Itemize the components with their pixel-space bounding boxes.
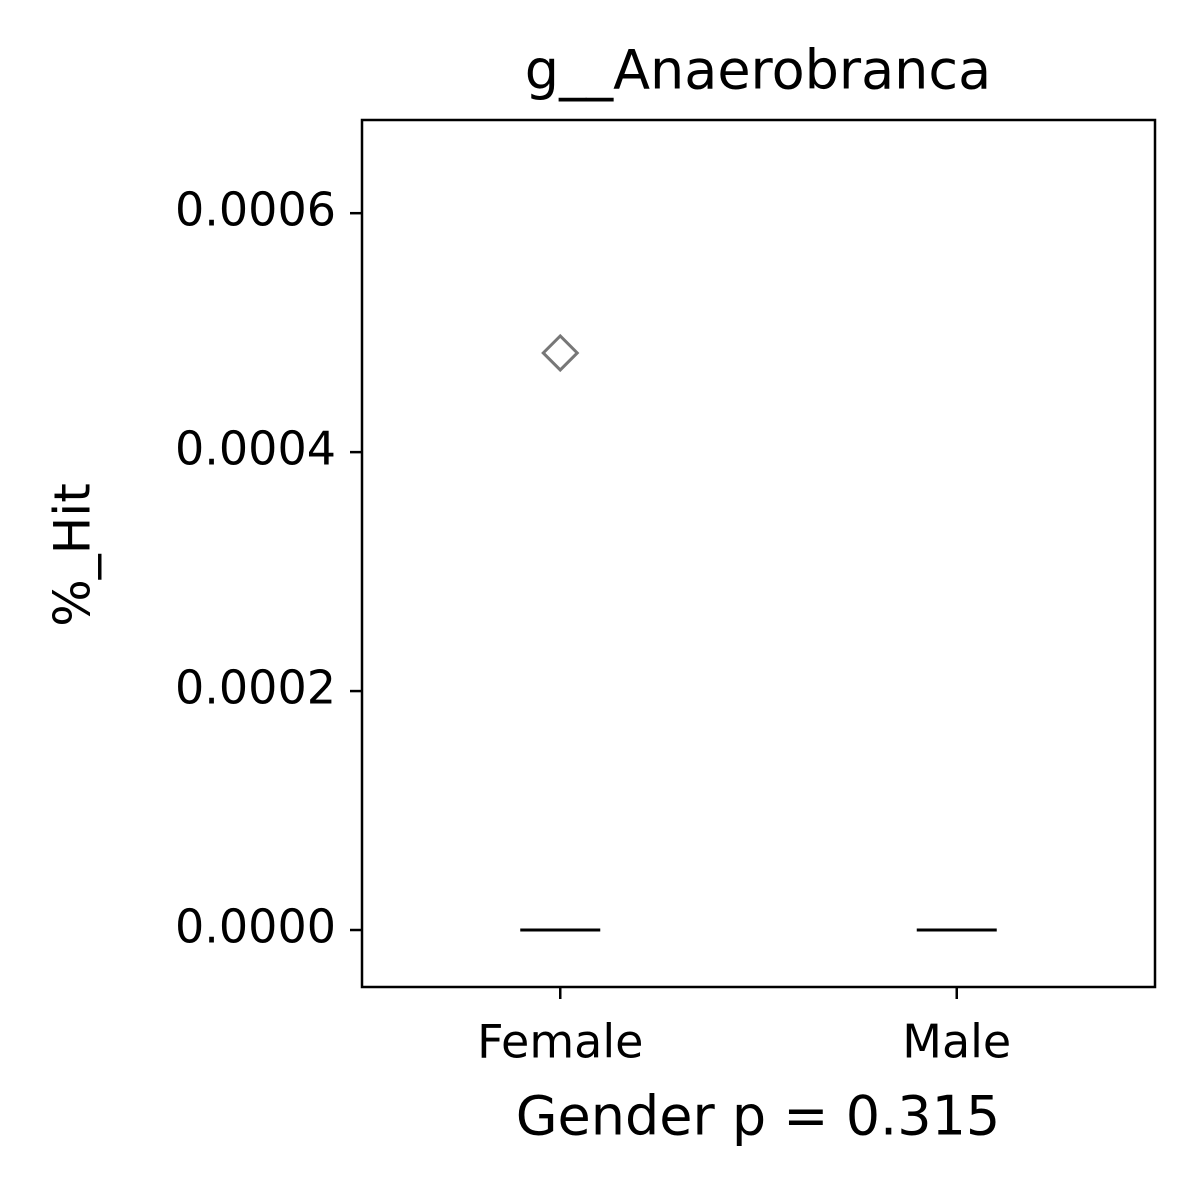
- y-tick-label: 0.0002: [175, 661, 336, 715]
- x-axis-label: Gender p = 0.315: [516, 1085, 1001, 1148]
- y-axis-label: %_Hit: [44, 483, 102, 627]
- y-tick-label: 0.0000: [175, 900, 336, 954]
- x-tick-label: Male: [902, 1015, 1011, 1069]
- y-tick-label: 0.0006: [175, 183, 336, 237]
- chart-title: g__Anaerobranca: [525, 39, 991, 102]
- x-tick-label: Female: [477, 1015, 643, 1069]
- y-tick-label: 0.0004: [175, 422, 336, 476]
- plot-frame: [360, 118, 1157, 989]
- outlier: [541, 333, 580, 373]
